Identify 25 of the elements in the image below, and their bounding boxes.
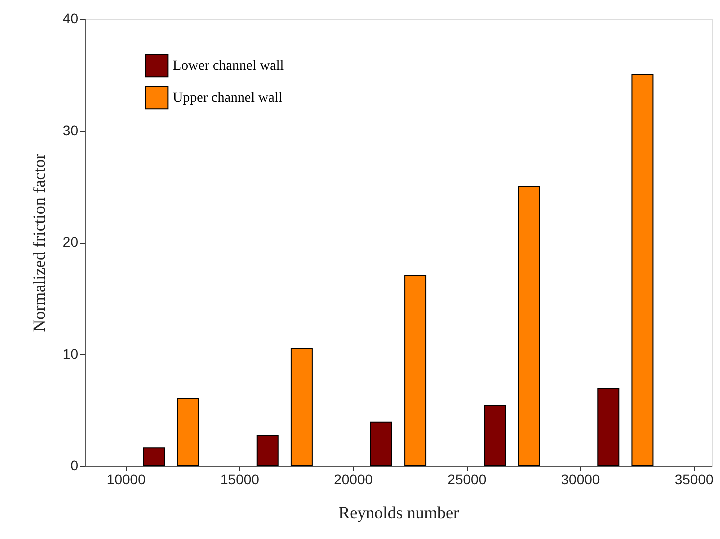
y-tick-label: 40 — [62, 10, 79, 26]
bar — [256, 435, 279, 466]
bar — [290, 348, 313, 466]
bar — [143, 448, 166, 466]
bar — [518, 186, 540, 466]
y-tick-label: 30 — [62, 122, 79, 138]
legend-label: Upper channel wall — [173, 91, 283, 106]
bar — [632, 74, 654, 466]
y-axis-title: Normalized friction factor — [30, 153, 49, 332]
x-tick-label: 25000 — [448, 472, 487, 488]
bar — [598, 388, 620, 466]
legend-label: Lower channel wall — [173, 59, 284, 74]
x-tick-label: 15000 — [220, 472, 260, 488]
bar — [484, 405, 506, 466]
bar — [370, 422, 392, 466]
y-tick-label: 0 — [70, 458, 79, 474]
x-tick-label: 35000 — [674, 472, 714, 488]
bar — [404, 276, 427, 466]
x-tick-label: 30000 — [561, 472, 600, 488]
y-tick-label: 10 — [62, 346, 79, 362]
x-tick-label: 10000 — [106, 472, 146, 488]
x-tick-label: 20000 — [334, 472, 374, 488]
bar — [177, 398, 200, 466]
x-axis-title: Reynolds number — [338, 504, 460, 522]
y-tick-label: 20 — [62, 234, 79, 250]
